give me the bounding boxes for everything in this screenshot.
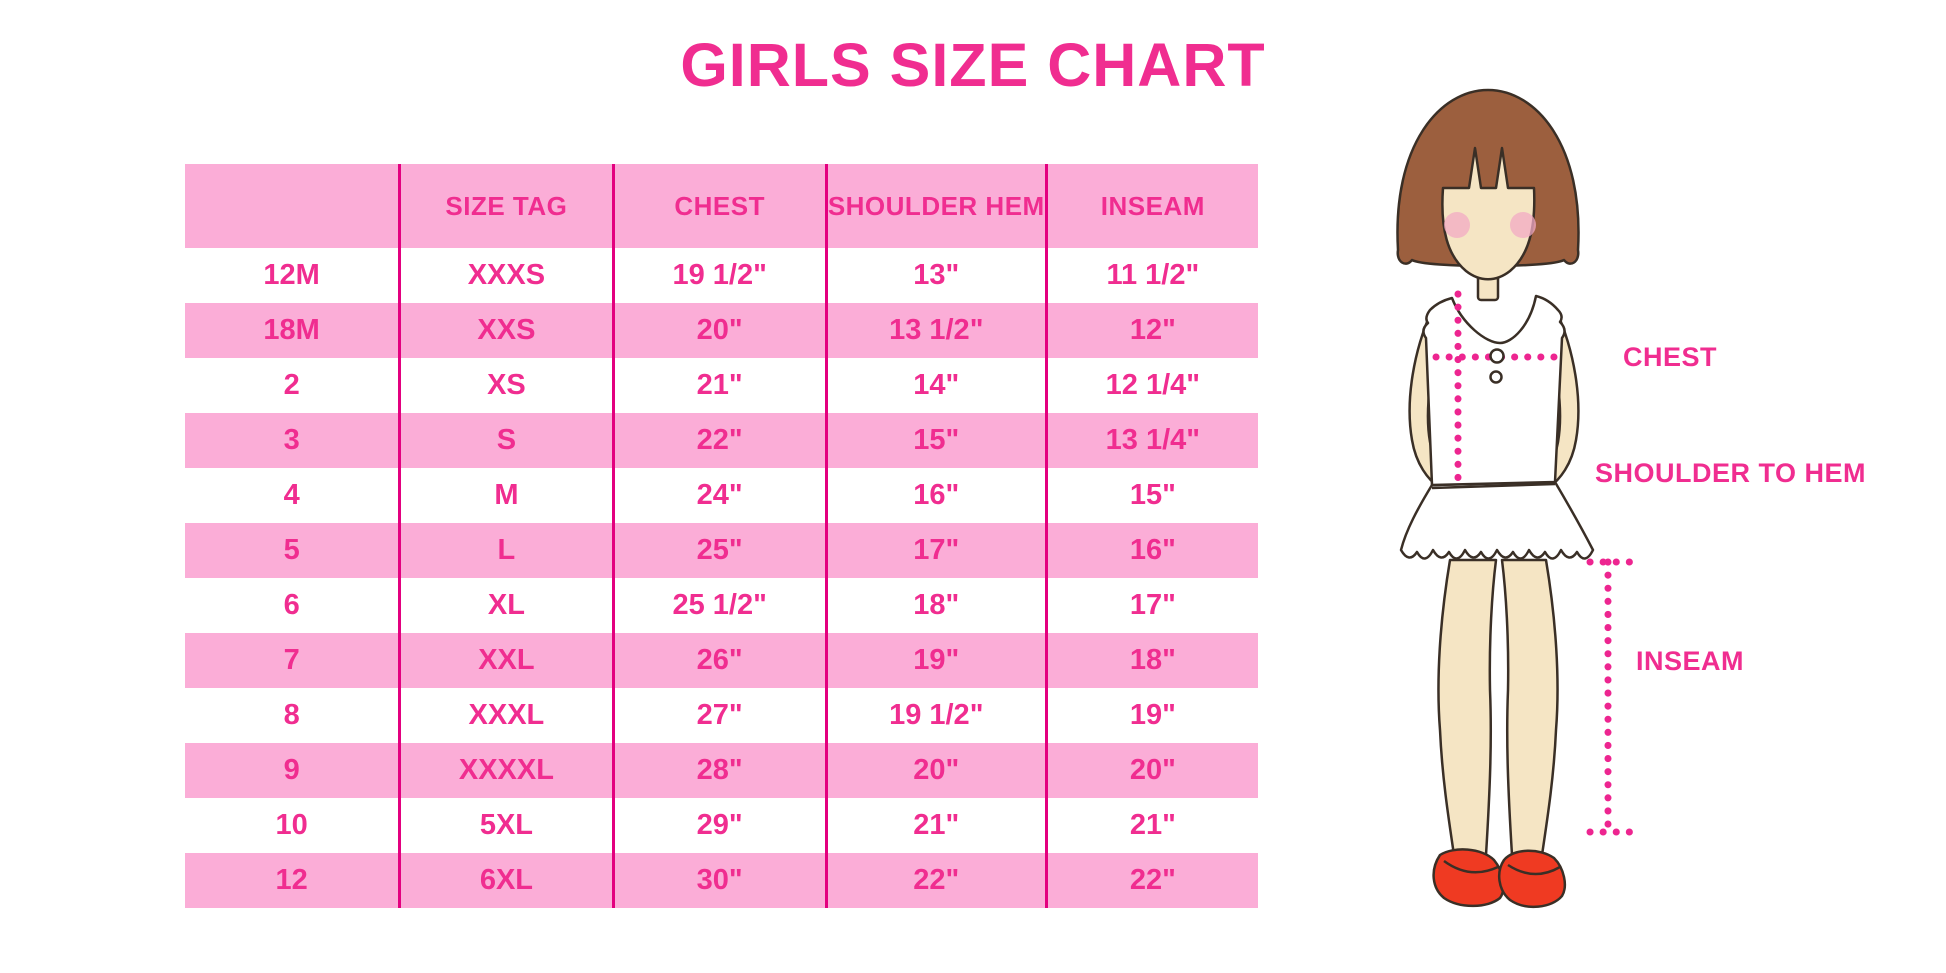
- table-cell: 11 1/2": [1044, 248, 1258, 303]
- header-cell: SIZE TAG: [398, 164, 612, 248]
- table-cell: XL: [398, 578, 611, 633]
- right-shoe-strap: [1507, 863, 1561, 876]
- table-cell: 15": [824, 413, 1045, 468]
- chest-label: CHEST: [1623, 342, 1718, 372]
- table-cell: 28": [611, 743, 825, 798]
- left-blush: [1444, 212, 1470, 238]
- right-shoe: [1497, 849, 1566, 908]
- table-cell: 21": [611, 358, 825, 413]
- table-cell: 22": [824, 853, 1045, 908]
- table-cell: 20": [824, 743, 1045, 798]
- header-cell: INSEAM: [1044, 164, 1258, 248]
- table-cell: 2: [283, 369, 300, 401]
- header-cell: CHEST: [611, 164, 825, 248]
- table-cell: 12: [185, 853, 399, 908]
- table-cell: 13": [824, 248, 1045, 303]
- table-cell: 5: [185, 523, 399, 578]
- table-cell: 29": [611, 798, 825, 853]
- top-button: [1489, 348, 1505, 364]
- table-cell: 12 1/4": [1044, 358, 1258, 413]
- table-cell: 6XL: [398, 853, 612, 908]
- table-cell: 14": [824, 358, 1045, 413]
- table-cell: 16": [1044, 523, 1258, 578]
- girl-illustration: CHEST SHOULDER TO HEM INSEAM: [1340, 60, 1940, 940]
- table-cell: L: [398, 523, 612, 578]
- table-cell: 16": [824, 468, 1045, 523]
- bottom-button: [1489, 370, 1503, 384]
- table-cell: 18M: [185, 303, 399, 358]
- table-cell: 18": [1044, 633, 1258, 688]
- waist-seam: [1431, 482, 1556, 490]
- left-shoe-strap: [1443, 859, 1499, 874]
- table-cell: 21": [824, 798, 1045, 853]
- table-cell: XXL: [398, 633, 612, 688]
- left-shoe: [1432, 848, 1505, 908]
- right-blush: [1510, 212, 1536, 238]
- table-cell: XS: [398, 358, 611, 413]
- table-cell: 18": [824, 578, 1045, 633]
- table-cell: 3: [185, 413, 399, 468]
- table-cell: 19 1/2": [824, 688, 1045, 743]
- table-cell: 6: [283, 589, 300, 621]
- table-cell: 20": [1044, 743, 1258, 798]
- table-cell: 27": [611, 688, 825, 743]
- table-cell: 7: [185, 633, 399, 688]
- header-cell: [185, 164, 399, 248]
- table-cell: 10: [275, 809, 308, 841]
- table-cell: XXXS: [398, 248, 611, 303]
- girl-figure-drawing: [1396, 88, 1634, 908]
- table-cell: 4: [283, 479, 300, 511]
- table-cell: 22": [611, 413, 825, 468]
- table-cell: 30": [611, 853, 825, 908]
- table-cell: 19": [824, 633, 1045, 688]
- right-leg: [1500, 558, 1559, 857]
- left-leg: [1437, 558, 1498, 857]
- table-cell: 25 1/2": [611, 578, 825, 633]
- header-cell: SHOULDER HEM: [824, 164, 1045, 248]
- table-cell: 15": [1044, 468, 1258, 523]
- size-table: SIZE TAG CHEST SHOULDER HEM INSEAM 12M XXXS 19…: [185, 164, 1258, 908]
- table-cell: 5XL: [398, 798, 611, 853]
- table-cell: 19 1/2": [611, 248, 825, 303]
- shoulder-to-hem-label: SHOULDER TO HEM: [1595, 458, 1867, 488]
- table-cell: 13 1/2": [824, 303, 1045, 358]
- table-cell: 17": [1044, 578, 1258, 633]
- table-cell: 22": [1044, 853, 1258, 908]
- table-cell: 24": [611, 468, 825, 523]
- table-cell: M: [398, 468, 611, 523]
- table-cell: 9: [185, 743, 399, 798]
- table-cell: 26": [611, 633, 825, 688]
- table-cell: XXXXL: [398, 743, 612, 798]
- table-cell: 21": [1044, 798, 1258, 853]
- skirt-ruffle: [1399, 480, 1595, 560]
- table-cell: 8: [283, 699, 300, 731]
- table-cell: 17": [824, 523, 1045, 578]
- table-cell: 12M: [263, 259, 320, 291]
- table-cell: 19": [1044, 688, 1258, 743]
- table-cell: S: [398, 413, 612, 468]
- table-cell: XXS: [398, 303, 612, 358]
- table-cell: XXXL: [398, 688, 611, 743]
- face: [1441, 146, 1536, 281]
- inseam-label: INSEAM: [1636, 646, 1745, 676]
- table-cell: 12": [1044, 303, 1258, 358]
- table-cell: 20": [611, 303, 825, 358]
- table-cell: 13 1/4": [1044, 413, 1258, 468]
- page-title: GIRLS SIZE CHART: [680, 31, 1266, 99]
- table-cell: 25": [611, 523, 825, 578]
- tank-top: [1422, 294, 1566, 487]
